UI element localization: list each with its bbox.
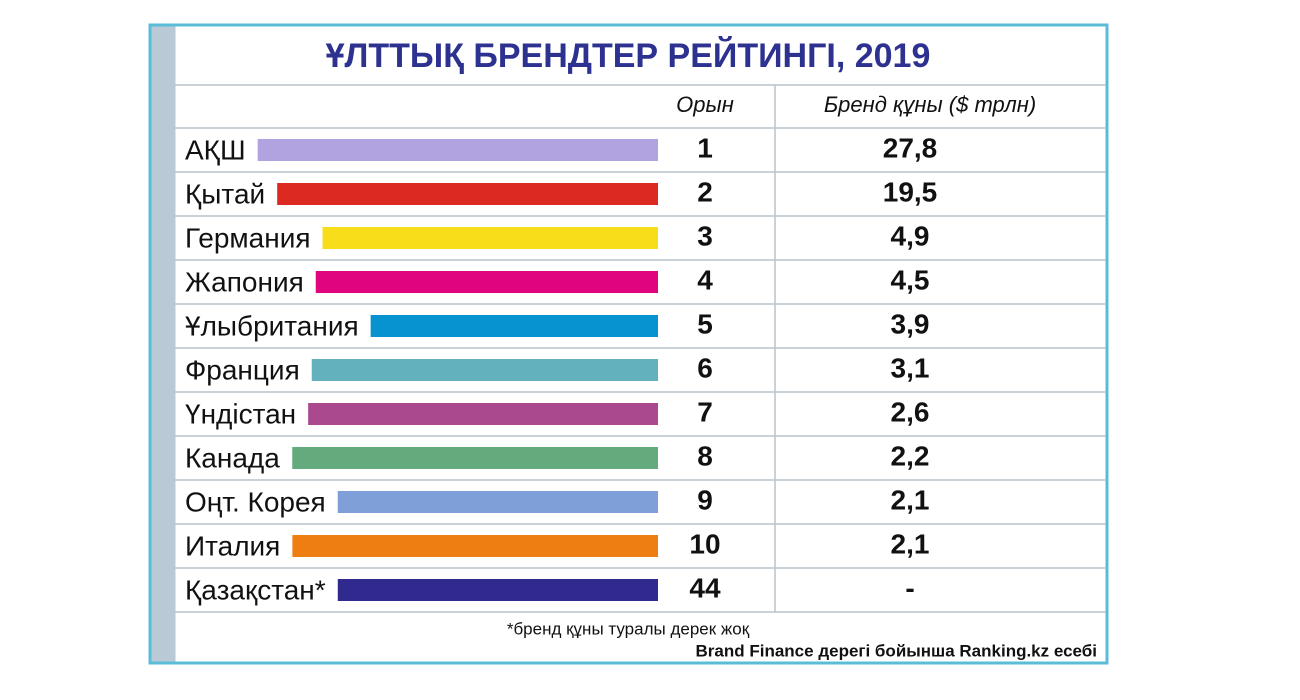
rank: 2 (697, 176, 713, 207)
value: 27,8 (883, 132, 938, 163)
value: 2,1 (891, 484, 930, 515)
bar (337, 579, 658, 601)
country: Қытай (185, 178, 265, 209)
bar (315, 271, 658, 293)
rank: 44 (689, 572, 721, 603)
country: Үндістан (185, 398, 296, 429)
bar (292, 535, 658, 557)
value: 2,1 (891, 528, 930, 559)
bar (308, 403, 658, 425)
country: Жапония (185, 266, 304, 297)
rank: 1 (697, 132, 713, 163)
rank: 7 (697, 396, 713, 427)
value: 4,9 (891, 220, 930, 251)
column-header: Бренд құны ($ трлн) (824, 92, 1036, 117)
country: Германия (185, 222, 311, 253)
title: ҰЛТТЫҚ БРЕНДТЕР РЕЙТИНГІ, 2019 (326, 36, 931, 75)
value: 2,6 (891, 396, 930, 427)
value: 3,1 (891, 352, 930, 383)
rank: 5 (697, 308, 713, 339)
country: Қазақстан* (185, 574, 326, 605)
bar (337, 491, 658, 513)
country: Италия (185, 530, 280, 561)
country: Франция (185, 354, 300, 385)
rank: 4 (697, 264, 713, 295)
column-header: Орын (676, 92, 734, 117)
bar (292, 447, 658, 469)
bar (257, 139, 658, 161)
bar (322, 227, 658, 249)
rank: 10 (689, 528, 720, 559)
side-strip (151, 26, 176, 662)
value: 4,5 (891, 264, 930, 295)
value: 3,9 (891, 308, 930, 339)
value: - (905, 572, 914, 603)
bar (370, 315, 658, 337)
bar (311, 359, 658, 381)
rank: 6 (697, 352, 713, 383)
rank: 3 (697, 220, 713, 251)
source: Brand Finance дерегі бойынша Ranking.kz … (696, 641, 1097, 660)
country: АҚШ (185, 134, 246, 165)
rank: 9 (697, 484, 713, 515)
country: Канада (185, 442, 280, 473)
value: 19,5 (883, 176, 938, 207)
rank: 8 (697, 440, 713, 471)
value: 2,2 (891, 440, 930, 471)
country: Ұлыбритания (185, 310, 359, 341)
bar (277, 183, 658, 205)
country: Оңт. Корея (185, 486, 326, 517)
footnote: *бренд құны туралы дерек жоқ (507, 619, 750, 638)
